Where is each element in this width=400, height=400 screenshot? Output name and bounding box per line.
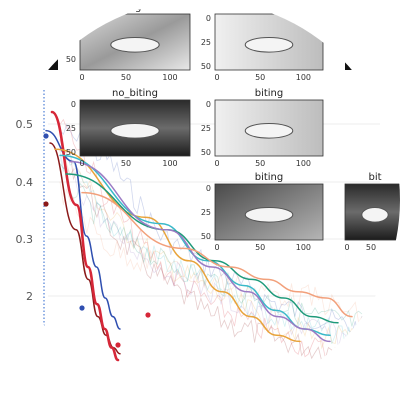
thumbnail-x-tick: 0 (79, 73, 84, 82)
thumbnail-y-tick: 25 (201, 124, 211, 133)
thumbnail-y-tick: 50 (201, 232, 211, 241)
thumbnail-x-tick: 50 (121, 159, 131, 168)
y-tick-label: 2 (26, 290, 33, 303)
thumbnail-x-tick: 100 (162, 73, 177, 82)
mouth-shape (111, 124, 159, 139)
thumbnail-y-tick: 50 (66, 148, 76, 157)
y-tick-label: 0.5 (16, 118, 34, 131)
thumbnail-y-tick: 50 (66, 55, 76, 64)
thumbnail-title: biting (255, 88, 284, 99)
thumbnail-x-tick: 50 (255, 159, 265, 168)
thumbnail-title: ng (129, 2, 142, 13)
thumbnail-title: bit (368, 172, 381, 183)
triangle-corner-icon (345, 60, 355, 70)
thumbnail-x-tick: 50 (255, 73, 265, 82)
thumbnail-x-tick: 50 (255, 243, 265, 252)
thumbnail-x-tick: 0 (344, 243, 349, 252)
data-point (79, 305, 84, 310)
thumbnail-x-tick: 100 (162, 159, 177, 168)
series-line (50, 143, 120, 354)
thumbnail-title: biting (255, 172, 284, 183)
thumbnail-y-tick: 0 (206, 184, 211, 193)
thumbnail-title: no_biting (112, 88, 158, 99)
y-tick-labels: 0.5 0.4 0.3 2 (16, 118, 34, 303)
thumbnail-x-tick: 0 (214, 159, 219, 168)
thumbnail-y-tick: 25 (66, 124, 76, 133)
thumbnail-x-tick: 100 (296, 73, 311, 82)
data-point (145, 312, 150, 317)
thumbnail-x-tick: 100 (296, 159, 311, 168)
thumbnail-y-tick: 0 (206, 14, 211, 23)
mouth-shape (245, 38, 293, 53)
data-point (43, 133, 48, 138)
thumbnail-y-tick: 50 (201, 148, 211, 157)
thumbnail-x-tick: 0 (79, 159, 84, 168)
mouth-shape (245, 124, 293, 139)
thumbnail-x-tick: 50 (366, 243, 376, 252)
triangle-corner-icon (46, 58, 58, 70)
thumbnail-y-tick: 25 (201, 208, 211, 217)
thumbnail-x-tick: 50 (121, 73, 131, 82)
mouth-shape (111, 38, 159, 53)
thumbnail-y-tick: 0 (71, 100, 76, 109)
thumbnail-y-tick: 50 (201, 62, 211, 71)
thumbnail-x-tick: 0 (214, 73, 219, 82)
y-tick-label: 0.4 (16, 176, 34, 189)
thumbnail-x-tick: 0 (214, 243, 219, 252)
thumbnail-y-tick: 25 (201, 38, 211, 47)
data-point (43, 201, 48, 206)
mouth-shape (362, 208, 388, 223)
data-point (115, 342, 120, 347)
y-tick-label: 0.3 (16, 233, 34, 246)
thumbnail-x-tick: 100 (296, 243, 311, 252)
thumbnail-title: b (266, 2, 272, 13)
thumbnail-image-panel: bit 0 50 (344, 172, 400, 252)
mouth-shape (245, 208, 293, 223)
thumbnail-y-tick: 0 (206, 100, 211, 109)
